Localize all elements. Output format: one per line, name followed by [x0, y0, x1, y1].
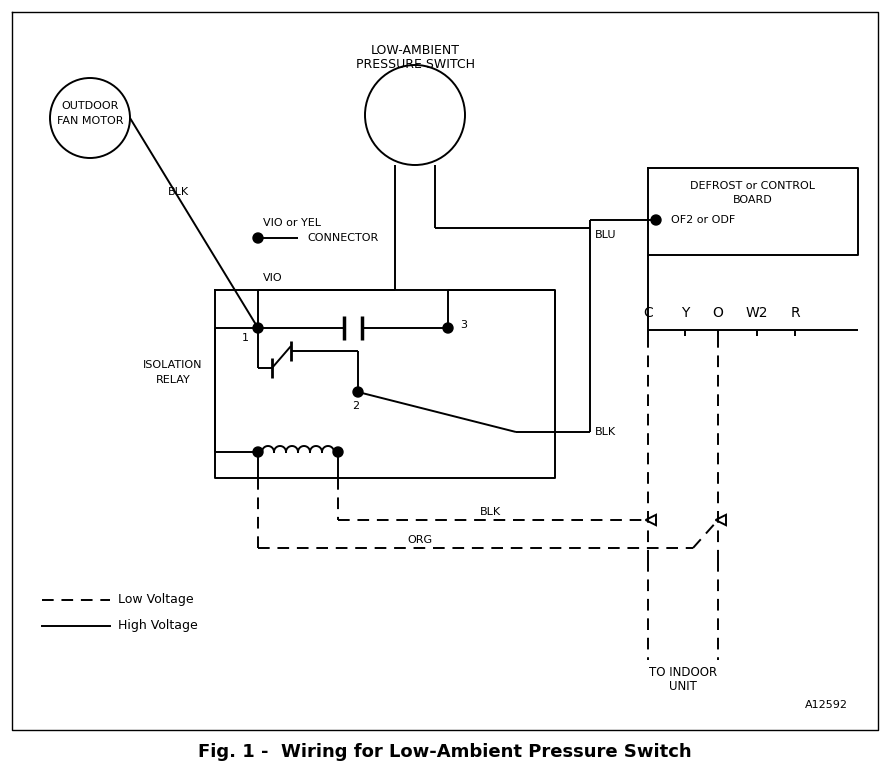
Circle shape: [365, 65, 465, 165]
Text: TO INDOOR: TO INDOOR: [649, 666, 717, 678]
Circle shape: [353, 387, 363, 397]
Text: W2: W2: [746, 306, 768, 320]
Text: UNIT: UNIT: [669, 681, 697, 694]
Text: OUTDOOR: OUTDOOR: [61, 101, 118, 111]
Text: RELAY: RELAY: [156, 375, 190, 385]
Text: BLU: BLU: [595, 230, 617, 240]
Circle shape: [50, 78, 130, 158]
Text: BOARD: BOARD: [733, 195, 773, 205]
Text: FAN MOTOR: FAN MOTOR: [57, 116, 123, 126]
Circle shape: [253, 233, 263, 243]
Text: BLK: BLK: [480, 507, 500, 517]
Text: DEFROST or CONTROL: DEFROST or CONTROL: [691, 181, 815, 191]
Text: A12592: A12592: [805, 700, 848, 710]
Text: O: O: [713, 306, 724, 320]
Circle shape: [443, 323, 453, 333]
Text: LOW-AMBIENT: LOW-AMBIENT: [370, 43, 459, 57]
Text: PRESSURE SWITCH: PRESSURE SWITCH: [355, 58, 474, 71]
Text: CONNECTOR: CONNECTOR: [307, 233, 378, 243]
Text: OF2 or ODF: OF2 or ODF: [671, 215, 735, 225]
Text: C: C: [643, 306, 653, 320]
Text: Y: Y: [681, 306, 689, 320]
Text: 3: 3: [460, 320, 467, 330]
Text: Low Voltage: Low Voltage: [118, 594, 194, 607]
Text: 1: 1: [241, 333, 248, 343]
Text: ORG: ORG: [408, 535, 433, 545]
Text: BLK: BLK: [168, 187, 190, 197]
Circle shape: [253, 323, 263, 333]
Circle shape: [253, 447, 263, 457]
Text: ISOLATION: ISOLATION: [143, 360, 203, 370]
Text: BLK: BLK: [595, 427, 616, 437]
Text: 2: 2: [352, 401, 360, 411]
Text: R: R: [790, 306, 800, 320]
Text: VIO or YEL: VIO or YEL: [263, 218, 321, 228]
Circle shape: [651, 215, 661, 225]
Circle shape: [333, 447, 343, 457]
Text: Fig. 1 -  Wiring for Low-Ambient Pressure Switch: Fig. 1 - Wiring for Low-Ambient Pressure…: [198, 743, 692, 761]
Text: High Voltage: High Voltage: [118, 619, 198, 632]
Text: VIO: VIO: [263, 273, 283, 283]
